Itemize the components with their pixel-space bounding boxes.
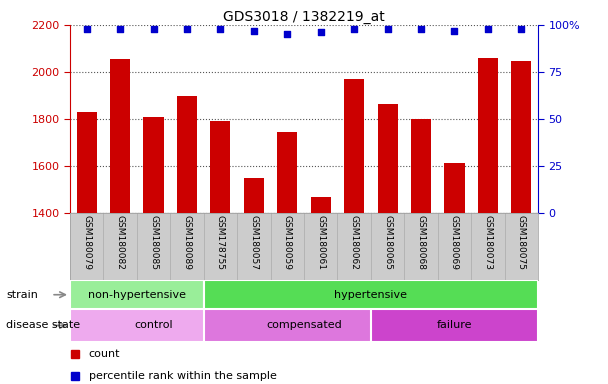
Text: GSM180075: GSM180075 [517,215,526,270]
Text: count: count [89,349,120,359]
Point [249,28,259,34]
Text: GSM180069: GSM180069 [450,215,459,270]
Text: non-hypertensive: non-hypertensive [88,290,186,300]
Bar [77,112,97,384]
Point [316,30,326,36]
Point [81,26,91,32]
Point [449,28,460,34]
Bar [344,79,364,384]
Text: GSM180057: GSM180057 [249,215,258,270]
Bar [378,104,398,384]
Point [483,26,493,32]
Text: GSM180082: GSM180082 [116,215,125,270]
Text: GSM180061: GSM180061 [316,215,325,270]
Bar [110,59,130,384]
Bar [277,132,297,384]
Text: strain: strain [6,290,38,300]
Bar [177,96,197,384]
Text: GDS3018 / 1382219_at: GDS3018 / 1382219_at [223,10,385,23]
Bar [411,119,431,384]
Bar [70,280,204,309]
Text: GSM180085: GSM180085 [149,215,158,270]
Text: control: control [134,320,173,331]
Bar [210,121,230,384]
Text: GSM180059: GSM180059 [283,215,292,270]
Point [182,26,192,32]
Point [148,26,158,32]
Bar [70,309,237,342]
Point [383,26,393,32]
Text: GSM178755: GSM178755 [216,215,225,270]
Bar [444,162,465,384]
Text: GSM180068: GSM180068 [416,215,426,270]
Text: failure: failure [437,320,472,331]
Point [115,26,125,32]
Bar [244,178,264,384]
Bar [204,309,404,342]
Text: GSM180073: GSM180073 [483,215,492,270]
Text: GSM180062: GSM180062 [350,215,359,270]
Point [215,26,225,32]
Bar [478,58,498,384]
Bar [204,280,538,309]
Text: percentile rank within the sample: percentile rank within the sample [89,371,277,381]
Text: disease state: disease state [6,320,80,331]
Text: GSM180065: GSM180065 [383,215,392,270]
Bar [143,117,164,384]
Point [416,26,426,32]
Text: GSM180079: GSM180079 [82,215,91,270]
Text: hypertensive: hypertensive [334,290,407,300]
Point [282,31,292,37]
Text: GSM180089: GSM180089 [182,215,192,270]
Bar [371,309,538,342]
Point [349,26,359,32]
Text: compensated: compensated [266,320,342,331]
Point [517,26,527,32]
Bar [311,197,331,384]
Bar [511,61,531,384]
